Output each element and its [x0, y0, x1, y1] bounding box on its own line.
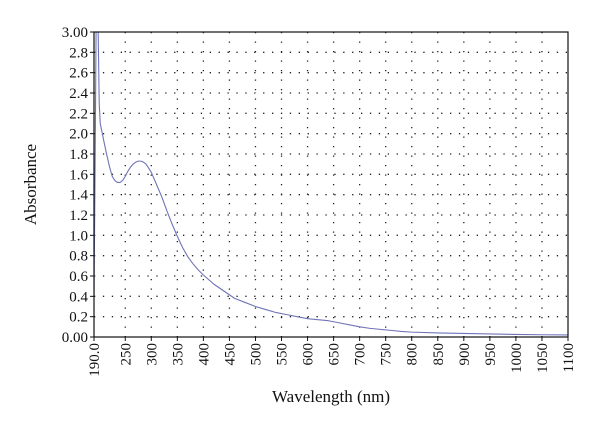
x-tick-label: 650 [327, 343, 343, 366]
y-tick-label: 1.8 [69, 147, 88, 163]
x-tick-label: 1000 [509, 343, 525, 373]
x-tick-label: 300 [144, 343, 160, 366]
x-tick-label: 700 [353, 343, 369, 366]
grid [94, 32, 568, 337]
x-tick-label: 600 [301, 343, 317, 366]
y-tick-label: 2.6 [69, 66, 88, 82]
y-tick-label: 3.00 [62, 25, 88, 41]
y-tick-label: 2.2 [69, 106, 88, 122]
absorbance-series-line [94, 32, 568, 336]
x-tick-label: 450 [222, 343, 238, 366]
y-tick-label: 0.4 [69, 289, 88, 305]
x-tick-label: 400 [196, 343, 212, 366]
x-tick-label: 1100 [561, 343, 577, 372]
y-tick-label: 2.8 [69, 45, 88, 61]
y-axis-title: Absorbance [21, 144, 40, 225]
x-tick-label: 950 [483, 343, 499, 366]
x-tick-label: 800 [405, 343, 421, 366]
x-tick-label: 900 [457, 343, 473, 366]
plot-frame [93, 31, 569, 338]
x-tick-label: 250 [118, 343, 134, 366]
y-tick-label: 0.00 [62, 330, 88, 346]
x-tick-label: 550 [275, 343, 291, 366]
y-tick-label: 1.4 [69, 188, 88, 204]
x-tick-label: 190.0 [87, 343, 103, 377]
y-tick-label: 1.2 [69, 208, 88, 224]
y-tick-label: 0.2 [69, 310, 88, 326]
x-tick-label: 500 [248, 343, 264, 366]
y-tick-label: 0.8 [69, 249, 88, 265]
y-tick-label: 1.0 [69, 228, 88, 244]
y-tick-label: 2.4 [69, 86, 88, 102]
x-tick-label: 850 [431, 343, 447, 366]
series-layer [94, 32, 568, 336]
y-tick-label: 2.0 [69, 127, 88, 143]
y-tick-label: 1.6 [69, 167, 88, 183]
x-axis: 190.0 250 300 350 400 450 500 550 600 650 700 750 80… [87, 337, 577, 377]
x-tick-label: 350 [170, 343, 186, 366]
y-axis: 0.00 0.2 0.4 0.6 0.8 1.0 1.2 1.4 1.6 1.8 2.0 2.2 2.4… [62, 25, 94, 346]
x-axis-title: Wavelength (nm) [272, 387, 390, 406]
x-tick-label: 750 [379, 343, 395, 366]
x-tick-label: 1050 [535, 343, 551, 373]
y-tick-label: 0.6 [69, 269, 88, 285]
